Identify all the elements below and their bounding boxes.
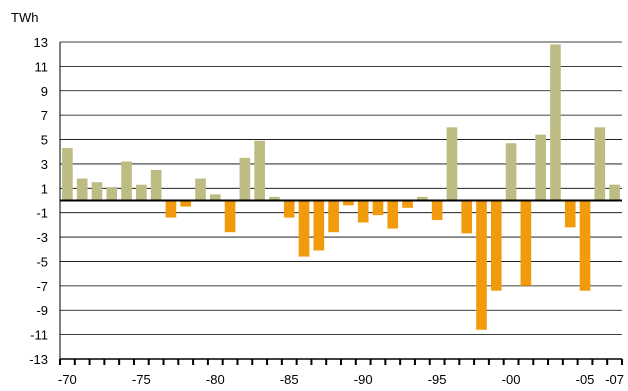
y-tick-labels: 13 11 9 7 5 3 1 -1 -3 -5 -7 -9 -11 -13 xyxy=(29,35,48,367)
y-tick-label: 7 xyxy=(41,108,48,123)
bar-2005 xyxy=(579,200,591,291)
bar-1983 xyxy=(254,140,265,201)
bar-2001 xyxy=(520,200,532,286)
y-tick-label: 3 xyxy=(41,157,48,172)
y-tick-label: -1 xyxy=(36,206,48,221)
bar-1998 xyxy=(476,200,487,330)
axes xyxy=(59,42,623,365)
bar-1970 xyxy=(62,148,73,201)
bar-1971 xyxy=(76,178,88,201)
x-tick-label: -05 xyxy=(576,372,595,387)
x-tick-label: -95 xyxy=(428,372,447,387)
bar-1972 xyxy=(91,182,103,201)
bar-1991 xyxy=(372,200,384,216)
bar-1990 xyxy=(357,200,369,223)
bar-1978 xyxy=(180,200,192,207)
bar-1981 xyxy=(224,200,236,233)
y-tick-label: 13 xyxy=(34,35,48,50)
bar-1988 xyxy=(328,200,339,233)
x-tick-label: -80 xyxy=(206,372,225,387)
x-tick-label: -90 xyxy=(354,372,373,387)
bar-1989 xyxy=(343,200,354,206)
y-tick-label: -7 xyxy=(36,279,48,294)
x-tick-label: -70 xyxy=(58,372,77,387)
y-tick-label: -13 xyxy=(29,352,48,367)
bar-1980 xyxy=(209,194,221,201)
x-tick-label: -07 xyxy=(605,372,624,387)
bar-1999 xyxy=(490,200,502,291)
bar-2002 xyxy=(535,134,546,201)
bar-2007 xyxy=(609,184,620,201)
bar-1994 xyxy=(417,196,428,201)
bar-2000 xyxy=(505,143,517,201)
bar-1985 xyxy=(283,200,295,218)
y-tick-label: 11 xyxy=(35,59,49,74)
bar-1987 xyxy=(313,200,325,251)
bar-1977 xyxy=(165,200,177,218)
y-tick-label: 1 xyxy=(41,181,48,196)
bar-1975 xyxy=(136,184,147,201)
bar-1974 xyxy=(121,161,132,201)
bar-1973 xyxy=(106,187,118,201)
bar-1986 xyxy=(298,200,310,257)
y-tick-label: -3 xyxy=(36,230,48,245)
bar-2006 xyxy=(594,127,606,201)
bar-1995 xyxy=(431,200,443,221)
x-tick-label: -00 xyxy=(502,372,521,387)
bar-2004 xyxy=(564,200,576,228)
bar-1984 xyxy=(269,196,280,201)
bar-1993 xyxy=(402,200,413,208)
bar-1979 xyxy=(195,178,206,201)
bar-2003 xyxy=(550,44,561,201)
x-tick-labels: -70 -75 -80 -85 -90 -95 -00 -05 -07 xyxy=(58,372,624,387)
y-tick-label: -9 xyxy=(36,303,48,318)
y-tick-label: 5 xyxy=(41,133,48,148)
x-tick-label: -75 xyxy=(132,372,151,387)
bar-1996 xyxy=(446,127,458,201)
bar-1976 xyxy=(150,170,162,201)
y-unit-label: TWh xyxy=(11,10,38,25)
bar-1992 xyxy=(387,200,399,229)
bars xyxy=(62,44,620,330)
bar-1982 xyxy=(239,157,251,201)
x-tick-label: -85 xyxy=(280,372,299,387)
bar-1997 xyxy=(461,200,473,234)
y-tick-label: -11 xyxy=(30,328,48,343)
y-tick-label: -5 xyxy=(36,254,48,269)
y-tick-label: 9 xyxy=(41,84,48,99)
